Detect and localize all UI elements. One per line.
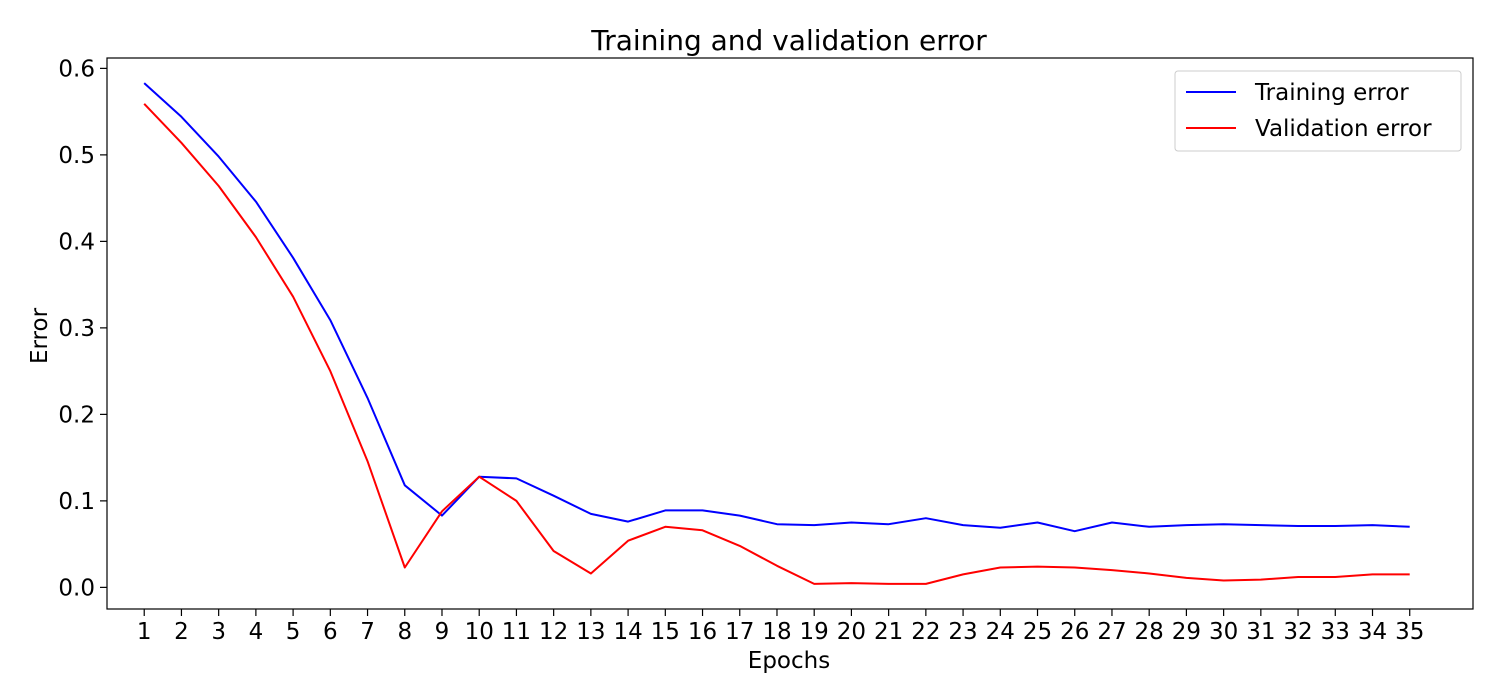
x-tick-label: 7 (360, 619, 375, 645)
y-axis: 0.0 0.1 0.2 0.3 0.4 0.5 0.6 (58, 56, 107, 601)
series-line-1 (143, 103, 1410, 585)
x-tick-label: 10 (465, 619, 494, 645)
x-tick-label: 1 (137, 619, 152, 645)
plot-frame (106, 57, 1474, 610)
x-tick-label: 26 (1060, 619, 1089, 645)
x-tick-label: 18 (762, 619, 791, 645)
x-tick-label: 16 (688, 619, 717, 645)
y-tick-label: 0.2 (58, 402, 95, 428)
x-tick-label: 34 (1358, 619, 1387, 645)
chart-title: Training and validation error (590, 24, 987, 57)
x-tick-label: 19 (800, 619, 829, 645)
x-tick-label: 4 (249, 619, 264, 645)
x-tick-label: 25 (1023, 619, 1052, 645)
y-axis-label: Error (27, 307, 53, 364)
x-tick-label: 23 (948, 619, 977, 645)
x-tick-label: 28 (1135, 619, 1164, 645)
x-tick-label: 6 (323, 619, 338, 645)
legend: Training error Validation error (1174, 70, 1462, 152)
x-tick-label: 21 (874, 619, 903, 645)
x-tick-label: 33 (1321, 619, 1350, 645)
x-tick-label: 29 (1172, 619, 1201, 645)
x-tick-label: 15 (651, 619, 680, 645)
y-tick-label: 0.6 (58, 56, 95, 82)
y-tick-label: 0.1 (58, 489, 95, 515)
x-tick-label: 2 (174, 619, 189, 645)
x-tick-label: 31 (1246, 619, 1275, 645)
x-tick-label: 14 (613, 619, 642, 645)
series-line-0 (143, 82, 1410, 533)
x-tick-label: 24 (986, 619, 1015, 645)
y-tick-label: 0.0 (58, 575, 95, 601)
legend-box (1174, 70, 1462, 152)
x-tick-label: 30 (1209, 619, 1238, 645)
y-tick-label: 0.4 (58, 229, 95, 255)
x-tick-label: 32 (1283, 619, 1312, 645)
x-tick-label: 5 (286, 619, 301, 645)
x-tick-label: 17 (725, 619, 754, 645)
y-tick-label: 0.3 (58, 316, 95, 342)
legend-label-0: Training error (1254, 80, 1409, 106)
x-axis: 1 2 3 4 5 6 7 8 9 10 11 12 13 14 15 16 17 18 19 20 21 22 23 24 2… (137, 609, 1424, 645)
x-tick-label: 3 (211, 619, 226, 645)
plot-lines (143, 82, 1410, 585)
x-tick-label: 20 (837, 619, 866, 645)
legend-label-1: Validation error (1255, 116, 1432, 142)
x-axis-label: Epochs (748, 648, 830, 674)
x-tick-label: 22 (911, 619, 940, 645)
x-tick-label: 9 (435, 619, 450, 645)
x-tick-label: 11 (502, 619, 531, 645)
x-tick-label: 27 (1097, 619, 1126, 645)
x-tick-label: 13 (576, 619, 605, 645)
y-tick-label: 0.5 (58, 143, 95, 169)
x-tick-label: 35 (1395, 619, 1424, 645)
x-tick-label: 12 (539, 619, 568, 645)
x-tick-label: 8 (397, 619, 412, 645)
